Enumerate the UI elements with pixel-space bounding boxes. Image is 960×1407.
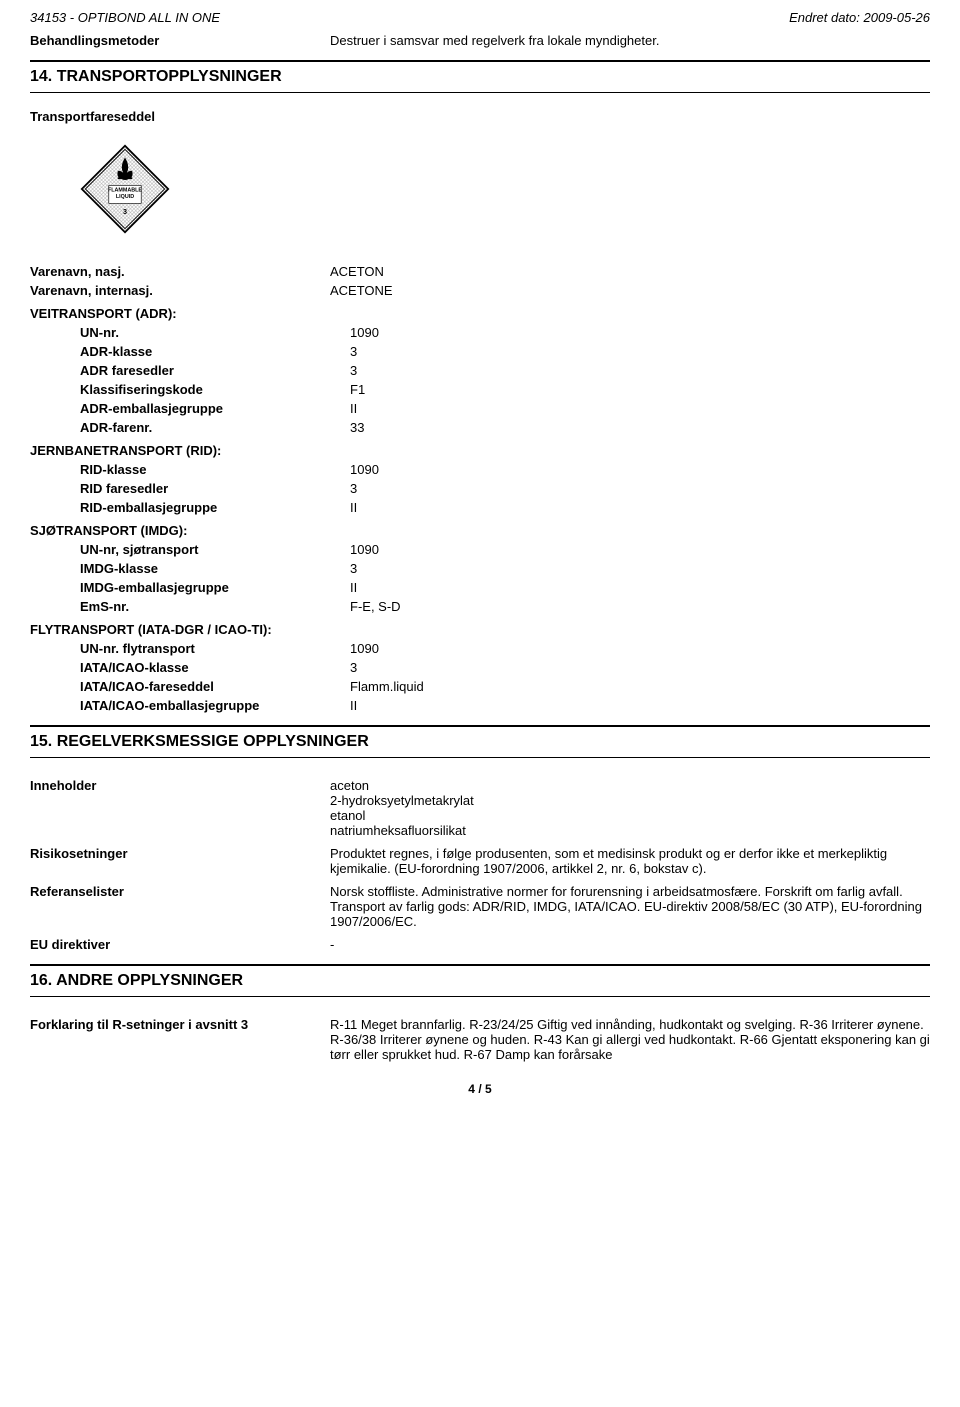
section15-value: - — [330, 937, 930, 952]
adr-value: 1090 — [350, 325, 930, 340]
rid-value: II — [350, 500, 930, 515]
placard-text-top: FLAMMABLE — [108, 188, 142, 194]
iata-row: IATA/ICAO-emballasjegruppeII — [30, 698, 930, 713]
adr-row: ADR-klasse3 — [30, 344, 930, 359]
iata-row: UN-nr. flytransport1090 — [30, 641, 930, 656]
name-nat-value: ACETON — [330, 264, 930, 279]
rid-header: JERNBANETRANSPORT (RID): — [30, 443, 930, 458]
section15-label: EU direktiver — [30, 937, 330, 952]
page-number: 4 / 5 — [30, 1082, 930, 1096]
section15-row: EU direktiver- — [30, 937, 930, 952]
rid-value: 3 — [350, 481, 930, 496]
adr-value: II — [350, 401, 930, 416]
name-nat-label: Varenavn, nasj. — [30, 264, 330, 279]
iata-value: II — [350, 698, 930, 713]
adr-value: 3 — [350, 344, 930, 359]
adr-value: 33 — [350, 420, 930, 435]
iata-header: FLYTRANSPORT (IATA-DGR / ICAO-TI): — [30, 622, 930, 637]
section15-value: Norsk stoffliste. Administrative normer … — [330, 884, 930, 929]
section16-heading: 16. ANDRE OPPLYSNINGER — [30, 964, 930, 997]
iata-value: 1090 — [350, 641, 930, 656]
iata-label: IATA/ICAO-klasse — [30, 660, 350, 675]
iata-label: IATA/ICAO-emballasjegruppe — [30, 698, 350, 713]
name-int-label: Varenavn, internasj. — [30, 283, 330, 298]
imdg-value: II — [350, 580, 930, 595]
name-int-value: ACETONE — [330, 283, 930, 298]
iata-value: Flamm.liquid — [350, 679, 930, 694]
section16-value: R-11 Meget brannfarlig. R-23/24/25 Gifti… — [330, 1017, 930, 1062]
rid-value: 1090 — [350, 462, 930, 477]
section14-heading: 14. TRANSPORTOPPLYSNINGER — [30, 60, 930, 93]
behandling-label: Behandlingsmetoder — [30, 33, 330, 48]
section16-row: Forklaring til R-setninger i avsnitt 3 R… — [30, 1017, 930, 1062]
name-nat-row: Varenavn, nasj. ACETON — [30, 264, 930, 279]
section14-subheading: Transportfareseddel — [30, 109, 930, 124]
adr-value: 3 — [350, 363, 930, 378]
imdg-value: 3 — [350, 561, 930, 576]
adr-row: ADR faresedler3 — [30, 363, 930, 378]
imdg-row: EmS-nr.F-E, S-D — [30, 599, 930, 614]
imdg-value: F-E, S-D — [350, 599, 930, 614]
adr-value: F1 — [350, 382, 930, 397]
section16-label: Forklaring til R-setninger i avsnitt 3 — [30, 1017, 330, 1062]
section15-row: Inneholderaceton 2-hydroksyetylmetakryla… — [30, 778, 930, 838]
adr-label: ADR faresedler — [30, 363, 350, 378]
page-header: 34153 - OPTIBOND ALL IN ONE Endret dato:… — [30, 10, 930, 25]
adr-row: ADR-farenr.33 — [30, 420, 930, 435]
adr-label: ADR-emballasjegruppe — [30, 401, 350, 416]
section15-label: Inneholder — [30, 778, 330, 838]
iata-row: IATA/ICAO-fareseddelFlamm.liquid — [30, 679, 930, 694]
page-sep: / — [475, 1082, 485, 1096]
rid-row: RID faresedler3 — [30, 481, 930, 496]
hazard-placard: FLAMMABLE LIQUID 3 — [80, 144, 170, 234]
adr-row: UN-nr.1090 — [30, 325, 930, 340]
iata-label: UN-nr. flytransport — [30, 641, 350, 656]
placard-text-mid: LIQUID — [116, 194, 134, 200]
section15-value: Produktet regnes, i følge produsenten, s… — [330, 846, 930, 876]
section15-value: aceton 2-hydroksyetylmetakrylat etanol n… — [330, 778, 930, 838]
placard-text-bottom: 3 — [123, 207, 127, 216]
name-int-row: Varenavn, internasj. ACETONE — [30, 283, 930, 298]
adr-header: VEITRANSPORT (ADR): — [30, 306, 930, 321]
imdg-row: IMDG-klasse3 — [30, 561, 930, 576]
iata-label: IATA/ICAO-fareseddel — [30, 679, 350, 694]
adr-row: KlassifiseringskodeF1 — [30, 382, 930, 397]
adr-label: Klassifiseringskode — [30, 382, 350, 397]
imdg-row: IMDG-emballasjegruppeII — [30, 580, 930, 595]
rid-label: RID faresedler — [30, 481, 350, 496]
header-left: 34153 - OPTIBOND ALL IN ONE — [30, 10, 220, 25]
imdg-header: SJØTRANSPORT (IMDG): — [30, 523, 930, 538]
imdg-row: UN-nr, sjøtransport1090 — [30, 542, 930, 557]
imdg-label: IMDG-klasse — [30, 561, 350, 576]
behandling-row: Behandlingsmetoder Destruer i samsvar me… — [30, 33, 930, 48]
rid-row: RID-klasse1090 — [30, 462, 930, 477]
section15-row: ReferanselisterNorsk stoffliste. Adminis… — [30, 884, 930, 929]
adr-label: ADR-farenr. — [30, 420, 350, 435]
adr-label: ADR-klasse — [30, 344, 350, 359]
section15-label: Referanselister — [30, 884, 330, 929]
section15-row: RisikosetningerProduktet regnes, i følge… — [30, 846, 930, 876]
imdg-label: EmS-nr. — [30, 599, 350, 614]
page-total: 5 — [485, 1082, 492, 1096]
section15-label: Risikosetninger — [30, 846, 330, 876]
adr-row: ADR-emballasjegruppeII — [30, 401, 930, 416]
iata-value: 3 — [350, 660, 930, 675]
section15-heading: 15. REGELVERKSMESSIGE OPPLYSNINGER — [30, 725, 930, 758]
rid-label: RID-klasse — [30, 462, 350, 477]
behandling-value: Destruer i samsvar med regelverk fra lok… — [330, 33, 930, 48]
iata-row: IATA/ICAO-klasse3 — [30, 660, 930, 675]
imdg-label: UN-nr, sjøtransport — [30, 542, 350, 557]
header-right: Endret dato: 2009-05-26 — [789, 10, 930, 25]
imdg-label: IMDG-emballasjegruppe — [30, 580, 350, 595]
imdg-value: 1090 — [350, 542, 930, 557]
rid-label: RID-emballasjegruppe — [30, 500, 350, 515]
adr-label: UN-nr. — [30, 325, 350, 340]
rid-row: RID-emballasjegruppeII — [30, 500, 930, 515]
page-current: 4 — [468, 1082, 475, 1096]
